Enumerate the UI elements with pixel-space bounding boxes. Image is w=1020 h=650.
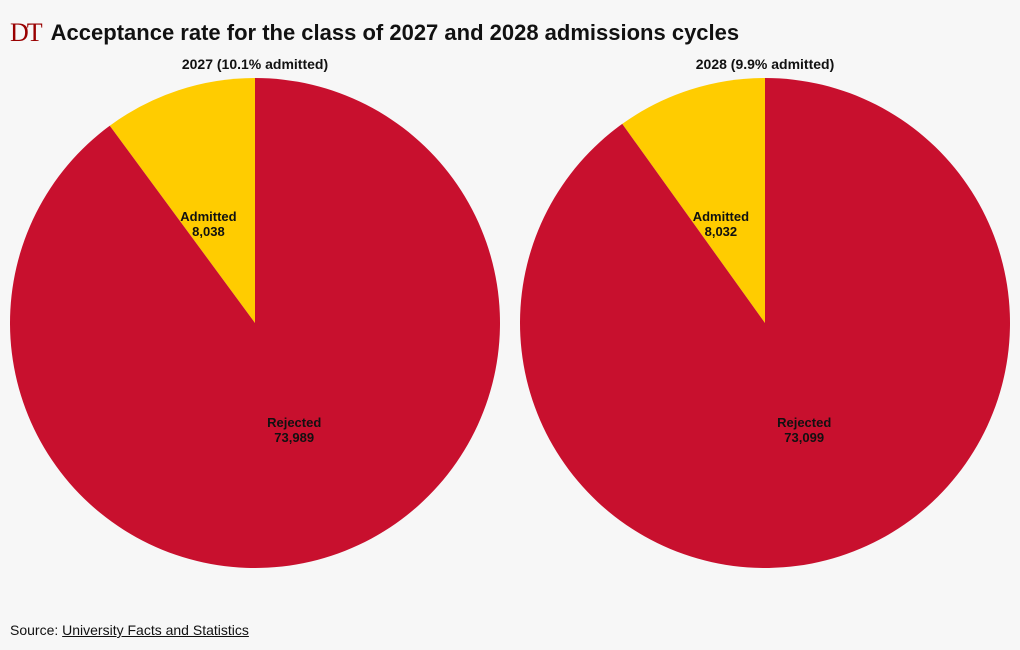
chart-subtitle: 2028 (9.9% admitted) — [696, 56, 835, 72]
pie-chart-2028: Admitted 8,032 Rejected 73,099 — [520, 78, 1010, 568]
pie-slice-rejected — [10, 78, 500, 568]
source-link[interactable]: University Facts and Statistics — [62, 622, 249, 638]
source-line: Source: University Facts and Statistics — [10, 622, 249, 638]
rejected-label-text: Rejected — [777, 415, 831, 430]
pie-svg — [520, 78, 1010, 568]
charts-row: 2027 (10.1% admitted) Admitted 8,038 Rej… — [0, 56, 1020, 568]
admitted-label-text: Admitted — [693, 209, 749, 224]
rejected-label: Rejected 73,099 — [777, 416, 831, 446]
rejected-value-text: 73,989 — [274, 430, 314, 445]
rejected-label-text: Rejected — [267, 415, 321, 430]
rejected-label: Rejected 73,989 — [267, 416, 321, 446]
admitted-label: Admitted 8,038 — [180, 210, 236, 240]
rejected-value-text: 73,099 — [784, 430, 824, 445]
chart-subtitle: 2027 (10.1% admitted) — [182, 56, 328, 72]
admitted-label-text: Admitted — [180, 209, 236, 224]
pie-chart-2027: Admitted 8,038 Rejected 73,989 — [10, 78, 500, 568]
admitted-value-text: 8,032 — [705, 224, 738, 239]
admitted-label: Admitted 8,032 — [693, 210, 749, 240]
admitted-value-text: 8,038 — [192, 224, 225, 239]
header: DT Acceptance rate for the class of 2027… — [0, 0, 1020, 56]
chart-column-2027: 2027 (10.1% admitted) Admitted 8,038 Rej… — [10, 56, 500, 568]
page-title: Acceptance rate for the class of 2027 an… — [51, 20, 739, 46]
pie-svg — [10, 78, 500, 568]
publication-logo: DT — [10, 18, 41, 48]
pie-slice-rejected — [520, 78, 1010, 568]
chart-column-2028: 2028 (9.9% admitted) Admitted 8,032 Reje… — [520, 56, 1010, 568]
source-prefix: Source: — [10, 622, 62, 638]
